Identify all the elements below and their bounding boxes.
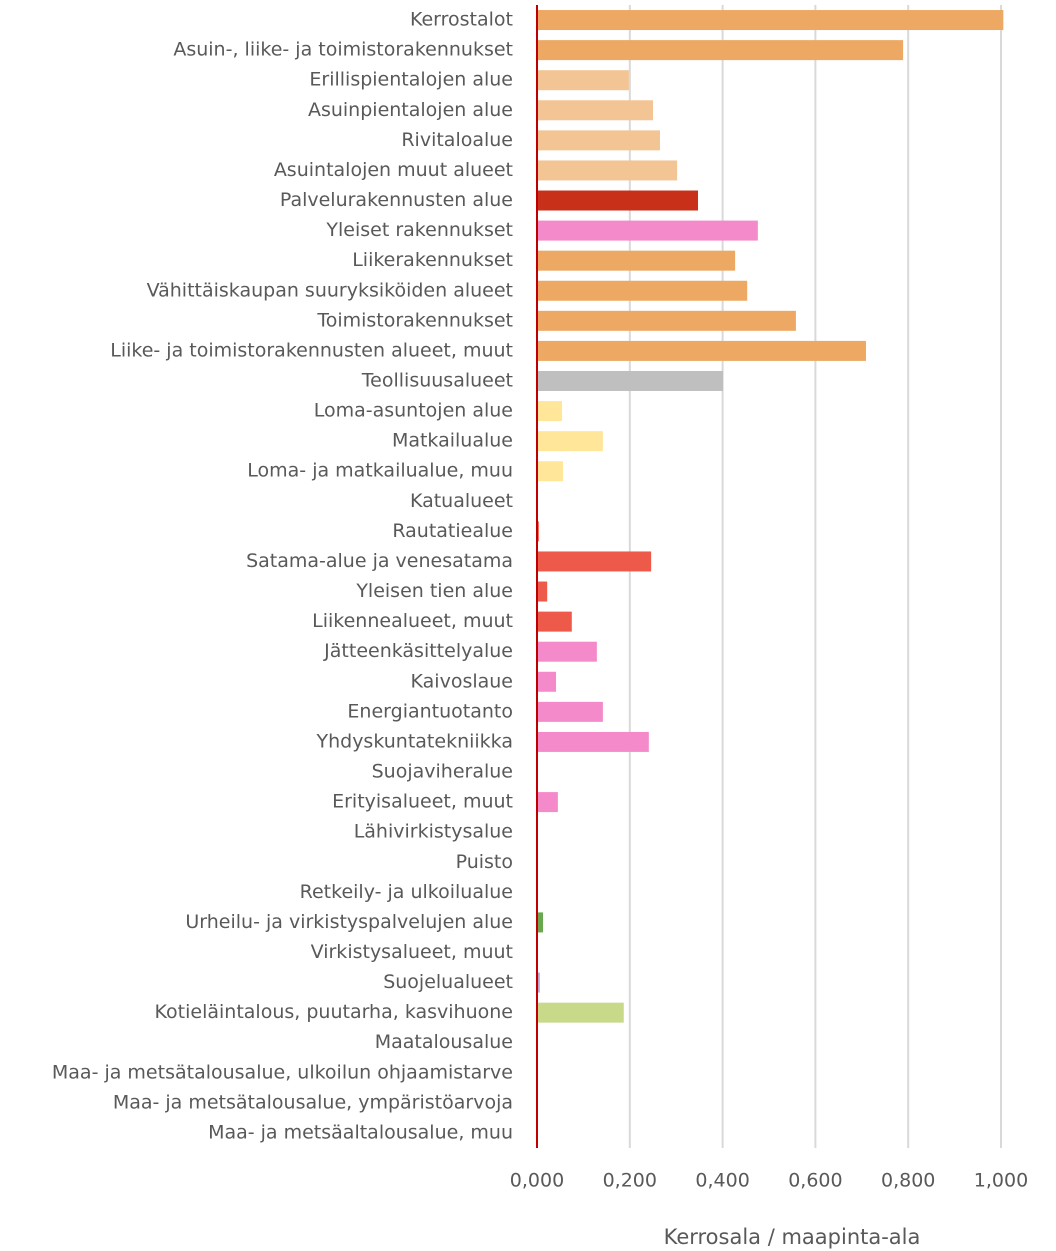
y-tick-label: Liikerakennukset: [352, 249, 513, 271]
y-tick-label: Loma-asuntojen alue: [314, 400, 513, 422]
y-tick-label: Satama-alue ja venesatama: [246, 550, 513, 572]
y-tick-label: Palvelurakennusten alue: [280, 189, 513, 211]
y-tick-label: Yleiset rakennukset: [325, 219, 513, 241]
y-tick-label: Puisto: [456, 851, 513, 873]
y-tick-label: Liikennealueet, muut: [312, 610, 513, 632]
bar: [537, 912, 544, 933]
y-tick-label: Retkeily- ja ulkoilualue: [300, 881, 513, 903]
bar: [537, 611, 572, 632]
y-tick-label: Loma- ja matkailualue, muu: [247, 460, 513, 482]
bar: [537, 130, 660, 151]
bar: [537, 461, 563, 482]
bar: [537, 10, 1004, 31]
y-tick-label: Suojaviheralue: [372, 761, 513, 783]
y-tick-label: Kerrostalot: [410, 9, 513, 31]
y-tick-label: Rautatiealue: [392, 520, 513, 542]
bar: [537, 250, 736, 271]
bar: [537, 70, 629, 91]
bar: [537, 220, 758, 241]
bar: [537, 160, 678, 181]
y-tick-label: Yleisen tien alue: [355, 580, 513, 602]
y-tick-label: Asuin-, liike- ja toimistorakennukset: [173, 39, 513, 61]
y-tick-label: Suojelualueet: [383, 971, 513, 993]
y-tick-label: Liike- ja toimistorakennusten alueet, mu…: [110, 339, 513, 361]
y-tick-label: Maatalousalue: [375, 1031, 513, 1053]
bar: [537, 701, 603, 722]
y-tick-label: Katualueet: [410, 490, 513, 512]
bar: [537, 370, 724, 391]
bar: [537, 641, 597, 662]
bar: [537, 280, 748, 301]
bar: [537, 40, 904, 61]
y-tick-label: Erityisalueet, muut: [332, 791, 513, 813]
x-axis-title: Kerrosala / maapinta-ala: [664, 1225, 921, 1249]
bar: [537, 671, 557, 692]
y-tick-label: Jätteenkäsittelyalue: [323, 640, 513, 662]
y-tick-label: Maa- ja metsätalousalue, ympäristöarvoja: [113, 1091, 513, 1113]
y-tick-label: Asuintalojen muut alueet: [274, 159, 513, 181]
y-tick-label: Kaivoslaue: [411, 670, 513, 692]
bar: [537, 340, 866, 361]
y-tick-label: Asuinpientalojen alue: [308, 99, 513, 121]
y-tick-label: Erillispientalojen alue: [309, 69, 513, 91]
y-tick-label: Kotieläintalous, puutarha, kasvihuone: [155, 1001, 513, 1023]
bar: [537, 310, 796, 331]
y-tick-label: Toimistorakennukset: [316, 309, 513, 331]
y-tick-label: Rivitaloalue: [401, 129, 513, 151]
x-tick-label: 0,800: [881, 1170, 935, 1192]
x-tick-label: 0,200: [603, 1170, 657, 1192]
bar: [537, 401, 563, 422]
y-tick-label: Maa- ja metsäaltalousalue, muu: [208, 1121, 513, 1143]
y-tick-label: Virkistysalueet, muut: [311, 941, 513, 963]
bar: [537, 190, 699, 211]
y-tick-label: Urheilu- ja virkistyspalvelujen alue: [185, 911, 513, 933]
y-tick-label: Matkailualue: [392, 430, 513, 452]
y-tick-label: Energiantuotanto: [347, 700, 513, 722]
bar: [537, 792, 558, 813]
bar: [537, 551, 652, 572]
bar: [537, 431, 603, 452]
x-tick-label: 0,000: [510, 1170, 564, 1192]
bar: [537, 972, 540, 993]
x-tick-label: 0,400: [695, 1170, 749, 1192]
bar: [537, 100, 653, 121]
y-tick-label: Teollisuusalueet: [361, 369, 513, 391]
bar: [537, 1002, 624, 1023]
y-tick-label: Yhdyskuntatekniikka: [315, 730, 513, 752]
bar: [537, 581, 548, 602]
bar: [537, 731, 649, 752]
y-tick-label: Maa- ja metsätalousalue, ulkoilun ohjaam…: [52, 1061, 513, 1083]
y-tick-label: Vähittäiskaupan suuryksiköiden alueet: [147, 279, 513, 301]
x-tick-label: 1,000: [974, 1170, 1028, 1192]
y-tick-label: Lähivirkistysalue: [354, 821, 513, 843]
x-tick-label: 0,600: [788, 1170, 842, 1192]
